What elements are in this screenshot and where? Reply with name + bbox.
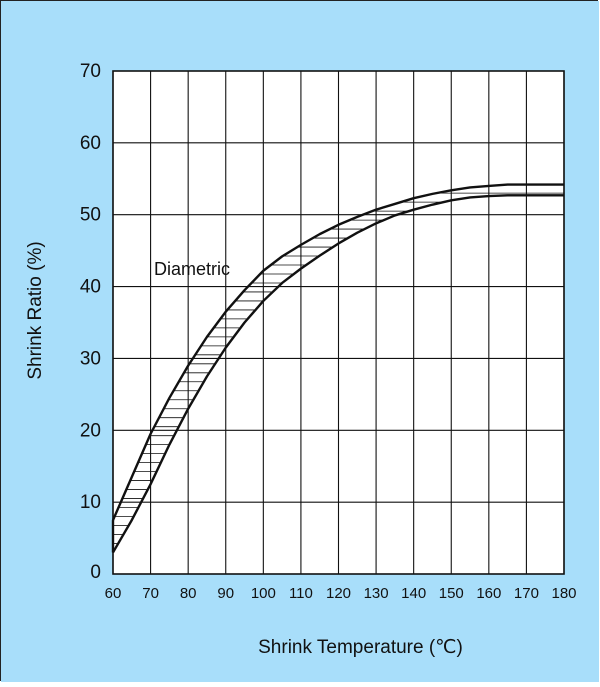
y-tick-0: 0 xyxy=(90,562,101,583)
y-tick-labels: 0 10 20 30 40 50 60 70 xyxy=(80,61,101,583)
annotation-diametric: Diametric xyxy=(154,259,230,279)
x-tick-labels: 60 70 80 90 100 110 120 130 140 150 160 170 180 xyxy=(105,585,577,602)
x-tick-110: 110 xyxy=(289,585,313,602)
x-tick-70: 70 xyxy=(142,585,159,602)
y-tick-20: 20 xyxy=(80,420,101,441)
x-tick-160: 160 xyxy=(476,585,501,602)
y-tick-10: 10 xyxy=(80,492,101,513)
y-tick-70: 70 xyxy=(80,61,101,82)
x-tick-130: 130 xyxy=(364,585,389,602)
upper-curve xyxy=(111,183,564,521)
y-tick-40: 40 xyxy=(80,277,101,298)
grid-lines xyxy=(112,70,565,575)
lower-curve xyxy=(111,194,564,554)
x-tick-90: 90 xyxy=(217,585,234,602)
x-tick-100: 100 xyxy=(251,585,276,602)
y-axis-label: Shrink Ratio (%) xyxy=(25,241,46,379)
x-tick-170: 170 xyxy=(514,585,539,602)
y-tick-50: 50 xyxy=(80,205,101,226)
x-axis-label: Shrink Temperature (℃) xyxy=(258,637,463,658)
y-tick-60: 60 xyxy=(80,133,101,154)
plot-border xyxy=(112,70,565,575)
x-tick-60: 60 xyxy=(105,585,122,602)
x-tick-180: 180 xyxy=(551,585,576,602)
x-tick-150: 150 xyxy=(439,585,464,602)
x-tick-80: 80 xyxy=(180,585,197,602)
hatch-fill xyxy=(113,192,564,544)
x-tick-140: 140 xyxy=(401,585,426,602)
y-tick-30: 30 xyxy=(80,348,101,369)
x-tick-120: 120 xyxy=(326,585,351,602)
